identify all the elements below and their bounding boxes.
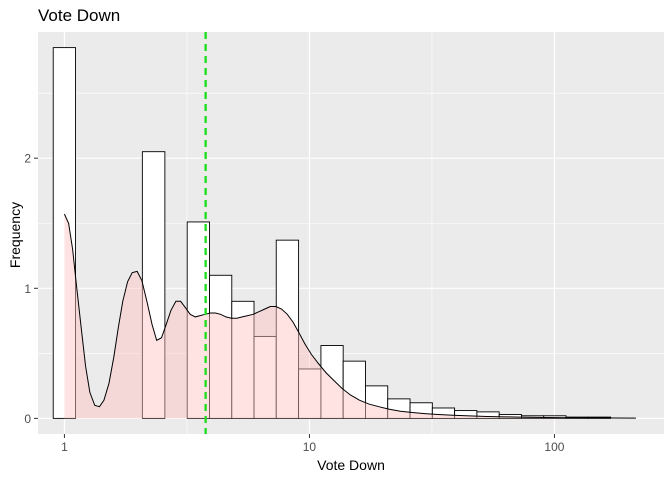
histogram-bar bbox=[141, 151, 166, 419]
histogram-bar bbox=[275, 239, 300, 419]
x-axis-label: Vote Down bbox=[317, 457, 385, 473]
density-area bbox=[64, 214, 636, 419]
x-axis: 1 10 100 bbox=[61, 434, 565, 454]
y-tick-label: 2 bbox=[24, 152, 31, 166]
histogram-bar bbox=[52, 47, 76, 419]
histogram-bars bbox=[52, 47, 612, 419]
density-curve bbox=[63, 213, 636, 419]
x-tick-label: 1 bbox=[61, 440, 68, 454]
chart-title: Vote Down bbox=[38, 6, 121, 25]
y-tick-label: 1 bbox=[24, 282, 31, 296]
y-axis: 0 1 2 bbox=[24, 152, 38, 426]
y-tick-label: 0 bbox=[24, 412, 31, 426]
y-axis-label: Frequency bbox=[7, 202, 23, 268]
x-tick-label: 100 bbox=[544, 440, 564, 454]
x-tick-label: 10 bbox=[303, 440, 317, 454]
